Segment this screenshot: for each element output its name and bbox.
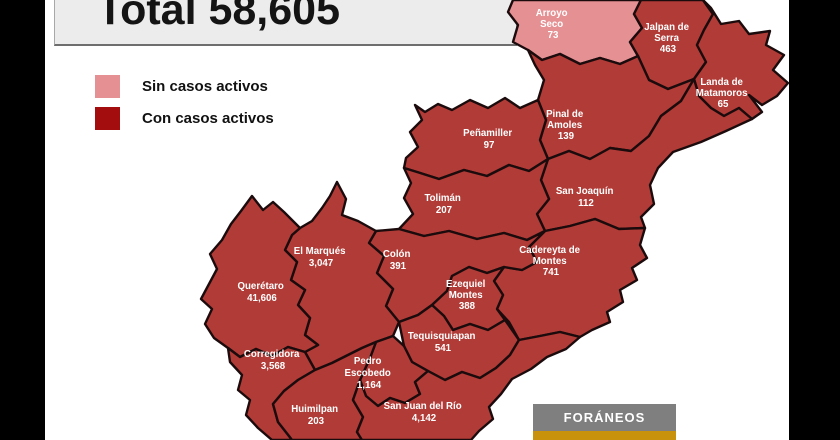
municipality-shapes [199,0,790,440]
legend-item-con-casos: Con casos activos [95,107,274,130]
label-ezequiel-montes: Ezequiel Montes 388 [446,279,488,312]
total-banner: Total 58,605 [54,0,517,46]
label-pinal-de-amoles: Pinal de Amoles 139 [546,109,586,142]
label-penamiller: Peñamiller 97 [463,128,515,151]
foraneos-gold-bar [533,431,676,440]
label-cadereyta-de-montes: Cadereyta de Montes 741 [519,245,583,278]
label-toliman: Tolimán 207 [424,193,463,216]
legend-label: Con casos activos [142,110,274,127]
foraneos-box: FORÁNEOS [533,404,676,431]
label-huimilpan: Huimilpan 203 [291,404,341,427]
label-pedro-escobedo: Pedro Escobedo 1,164 [345,356,394,391]
municipality-toliman [397,157,551,242]
legend: Sin casos activos Con casos activos [95,75,274,139]
legend-item-sin-casos: Sin casos activos [95,75,274,98]
total-text: Total 58,605 [97,0,340,34]
municipality-labels: Arroyo Seco 73 Jalpan de Serra 463 Landa… [237,8,750,427]
label-san-joaquin: San Joaquín 112 [556,186,616,209]
label-el-marques: El Marqués 3,047 [294,246,348,269]
label-landa-de-matamoros: Landa de Matamoros 65 [696,77,750,110]
legend-swatch-sin-casos [95,75,120,98]
foraneos-label: FORÁNEOS [563,410,646,425]
label-jalpan-de-serra: Jalpan de Serra 463 [644,22,691,55]
label-san-juan-del-rio: San Juan del Río 4,142 [384,401,465,424]
letterbox-left [0,0,45,440]
label-tequisquiapan: Tequisquiapan 541 [408,331,478,354]
legend-label: Sin casos activos [142,78,268,95]
letterbox-right [789,0,840,440]
legend-swatch-con-casos [95,107,120,130]
label-colon: Colón 391 [383,249,413,272]
municipality-landa-de-matamoros [692,0,790,121]
label-queretaro: Querétaro 41,606 [237,281,286,304]
municipality-san-juan-del-rio [351,330,582,440]
municipality-arroyo-seco [506,0,644,66]
label-arroyo-seco: Arroyo Seco 73 [536,8,570,41]
label-corregidora: Corregidora 3,568 [244,349,302,372]
